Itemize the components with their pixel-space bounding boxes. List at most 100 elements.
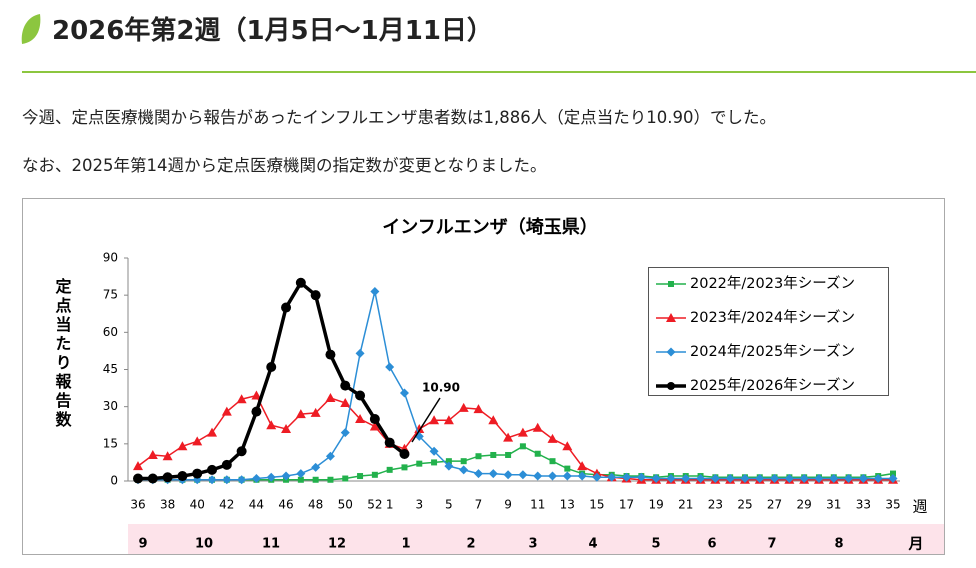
marker: [666, 313, 676, 322]
marker: [147, 473, 158, 484]
month-label: 10: [195, 537, 213, 552]
marker: [873, 474, 883, 484]
month-label: 11: [262, 537, 280, 552]
marker: [295, 409, 306, 419]
x-tick-label: 21: [678, 498, 693, 512]
marker: [681, 474, 691, 484]
marker: [534, 450, 541, 457]
month-band: [128, 524, 944, 554]
marker: [564, 465, 571, 472]
marker: [340, 380, 351, 391]
x-tick-label: 33: [856, 498, 871, 512]
marker: [207, 427, 218, 437]
marker: [503, 470, 513, 480]
marker: [517, 427, 528, 437]
x-tick-label: 17: [619, 498, 634, 512]
marker: [251, 406, 262, 417]
x-tick-label: 31: [826, 498, 841, 512]
y-tick-label: 75: [103, 288, 118, 302]
marker: [295, 277, 306, 288]
leaf-icon: [21, 14, 41, 44]
marker: [844, 474, 854, 484]
marker: [562, 441, 573, 451]
y-tick-label: 0: [110, 474, 118, 488]
month-unit: 月: [907, 535, 923, 553]
marker: [147, 449, 158, 459]
marker: [325, 392, 336, 402]
x-tick-label: 9: [504, 498, 512, 512]
marker: [429, 415, 440, 425]
marker: [459, 465, 469, 475]
marker: [340, 428, 350, 438]
marker: [296, 469, 306, 479]
marker: [162, 472, 173, 483]
marker: [281, 423, 292, 433]
marker: [814, 474, 824, 484]
marker: [266, 420, 277, 430]
marker: [445, 458, 452, 465]
x-tick-label: 29: [797, 498, 812, 512]
marker: [312, 476, 319, 483]
month-label: 2: [466, 537, 475, 552]
x-tick-label: 13: [560, 498, 575, 512]
x-tick-label: 44: [249, 498, 264, 512]
marker: [133, 473, 143, 484]
marker: [696, 474, 706, 484]
marker: [401, 464, 408, 471]
marker: [429, 446, 439, 456]
marker: [503, 432, 514, 442]
marker: [518, 470, 528, 480]
marker: [577, 471, 587, 481]
marker: [327, 476, 334, 483]
marker: [399, 388, 409, 398]
chart-title: インフルエンザ（埼玉県）: [382, 216, 597, 238]
marker: [458, 402, 469, 412]
marker: [490, 451, 497, 458]
marker: [297, 476, 304, 483]
x-tick-label: 5: [445, 498, 453, 512]
marker: [355, 390, 366, 401]
month-label: 9: [138, 537, 147, 552]
x-tick-label: 15: [589, 498, 604, 512]
marker: [548, 471, 558, 481]
marker: [236, 446, 247, 457]
marker: [667, 382, 675, 390]
x-tick-label: 48: [308, 498, 323, 512]
marker: [222, 475, 232, 485]
marker: [770, 474, 780, 484]
x-unit: 週: [912, 498, 927, 516]
marker: [431, 459, 438, 466]
series-line: [137, 394, 893, 481]
marker: [607, 472, 617, 482]
marker: [473, 469, 483, 479]
marker: [221, 459, 232, 470]
marker: [668, 281, 674, 287]
marker: [444, 461, 454, 471]
marker: [251, 474, 261, 484]
marker: [799, 474, 809, 484]
marker: [755, 474, 765, 484]
marker: [888, 474, 898, 484]
marker: [651, 474, 661, 484]
marker: [237, 475, 247, 485]
marker: [488, 469, 498, 479]
marker: [281, 302, 292, 313]
marker: [562, 471, 572, 481]
x-tick-label: 52: [367, 498, 382, 512]
marker: [460, 458, 467, 465]
marker: [342, 475, 349, 482]
marker: [622, 472, 632, 482]
series-line: [138, 291, 893, 481]
marker: [251, 390, 262, 400]
marker: [236, 394, 247, 404]
marker: [577, 461, 588, 471]
marker: [325, 451, 335, 461]
marker: [369, 421, 380, 431]
marker: [399, 448, 410, 459]
legend-label: 2022年/2023年シーズン: [690, 275, 855, 292]
marker: [281, 471, 291, 481]
x-tick-label: 46: [278, 498, 293, 512]
marker: [369, 414, 380, 425]
marker: [384, 437, 395, 448]
